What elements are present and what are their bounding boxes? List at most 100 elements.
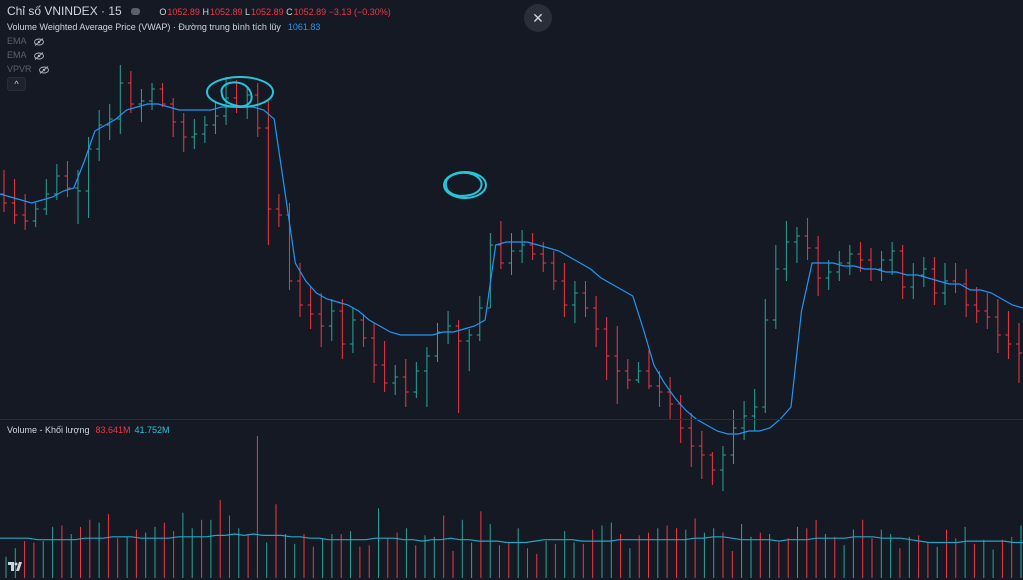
tradingview-logo-icon[interactable] — [8, 561, 22, 572]
price-bar — [201, 116, 208, 143]
price-bar — [64, 161, 71, 197]
indicator-vwap-value: 1061.83 — [287, 22, 321, 32]
price-bar — [360, 314, 367, 347]
price-bar — [783, 221, 790, 281]
price-bar — [582, 281, 589, 317]
price-bar — [328, 299, 335, 341]
price-bar — [529, 233, 536, 260]
price-bar — [825, 260, 832, 290]
price-bar — [170, 98, 177, 137]
price-bar — [709, 452, 716, 485]
price-bar — [751, 389, 758, 431]
price-bar — [656, 371, 663, 407]
price-bar — [994, 299, 1001, 353]
eye-hidden-icon[interactable] — [39, 65, 49, 74]
collapse-indicators-button[interactable]: ^ — [7, 77, 26, 91]
price-bar — [941, 263, 948, 305]
price-bar — [11, 179, 18, 224]
price-bar — [75, 170, 82, 224]
price-bar — [688, 413, 695, 467]
symbol-header: Chỉ số VNINDEX · 15 O1052.89 H1052.89 L1… — [7, 4, 391, 18]
price-bar — [149, 83, 156, 110]
ohlc-readout: O1052.89 H1052.89 L1052.89 C1052.89 −3.1… — [159, 7, 390, 17]
high-label: H — [202, 7, 209, 17]
volume-legend: Volume - Khối lượng 83.641M 41.752M — [7, 425, 170, 435]
price-bar — [635, 362, 642, 383]
price-bar — [984, 293, 991, 329]
indicator-ema-2-name: EMA — [7, 50, 27, 60]
price-bar — [381, 341, 388, 392]
price-bar — [159, 83, 166, 107]
price-bar — [857, 242, 864, 272]
price-bar — [624, 359, 631, 389]
price-bar — [392, 365, 399, 395]
price-bar — [22, 194, 29, 230]
indicator-vpvr[interactable]: VPVR — [7, 64, 49, 74]
price-bar — [846, 245, 853, 275]
price-bar — [878, 251, 885, 281]
change-value: −3.13 (−0.30%) — [328, 7, 391, 17]
price-bar — [519, 230, 526, 263]
price-bar — [1016, 323, 1022, 383]
price-bar — [719, 446, 726, 491]
price-bar — [466, 329, 473, 371]
price-bar — [180, 113, 187, 152]
price-bar — [413, 362, 420, 398]
annotation-circle-1 — [206, 76, 274, 108]
price-bar — [772, 245, 779, 329]
indicator-ema-1-name: EMA — [7, 36, 27, 46]
indicator-ema-2[interactable]: EMA — [7, 50, 44, 60]
high-value: 1052.89 — [209, 7, 243, 17]
price-bar — [423, 347, 430, 407]
price-bar — [889, 242, 896, 275]
price-bar — [434, 323, 441, 362]
price-bar — [402, 359, 409, 407]
close-value: 1052.89 — [293, 7, 327, 17]
price-bar — [487, 233, 494, 309]
price-bar — [561, 263, 568, 317]
price-bar — [117, 65, 124, 134]
indicator-vpvr-name: VPVR — [7, 64, 32, 74]
price-bar — [254, 83, 261, 137]
price-bar — [371, 323, 378, 383]
price-bar — [603, 317, 610, 380]
price-bar — [815, 236, 822, 296]
close-button[interactable]: ✕ — [524, 4, 552, 32]
price-bar — [550, 251, 557, 290]
price-bar — [32, 203, 39, 227]
price-bar — [571, 281, 578, 323]
annotation-circle-2 — [443, 171, 487, 199]
price-bar — [931, 257, 938, 305]
volume-ma-line — [0, 533, 1023, 544]
indicator-vwap[interactable]: Volume Weighted Average Price (VWAP) · Đ… — [7, 22, 320, 32]
volume-value-2: 41.752M — [134, 425, 170, 435]
price-bar — [793, 227, 800, 263]
pane-divider[interactable] — [0, 419, 1023, 420]
eye-hidden-icon[interactable] — [33, 37, 44, 46]
price-bar — [963, 269, 970, 317]
open-label: O — [159, 7, 167, 17]
eye-hidden-icon[interactable] — [33, 51, 44, 60]
price-bar — [667, 377, 674, 419]
price-bar — [741, 401, 748, 440]
price-bar — [455, 320, 462, 413]
price-bar — [212, 101, 219, 134]
price-bar — [43, 179, 50, 215]
symbol-title[interactable]: Chỉ số VNINDEX · 15 — [7, 4, 122, 18]
volume-label[interactable]: Volume - Khối lượng — [7, 425, 90, 435]
annotations — [206, 76, 487, 199]
price-bar — [275, 194, 282, 227]
price-bar — [593, 296, 600, 347]
indicator-ema-1[interactable]: EMA — [7, 36, 44, 46]
price-bar — [191, 119, 198, 149]
price-bar — [973, 287, 980, 323]
price-bar — [836, 251, 843, 281]
price-bar — [508, 233, 515, 275]
price-bar — [307, 287, 314, 329]
price-bar — [920, 257, 927, 287]
volume-value-1: 83.641M — [95, 425, 131, 435]
low-label: L — [245, 7, 251, 17]
close-label: C — [286, 7, 293, 17]
minus-icon[interactable] — [131, 8, 141, 16]
